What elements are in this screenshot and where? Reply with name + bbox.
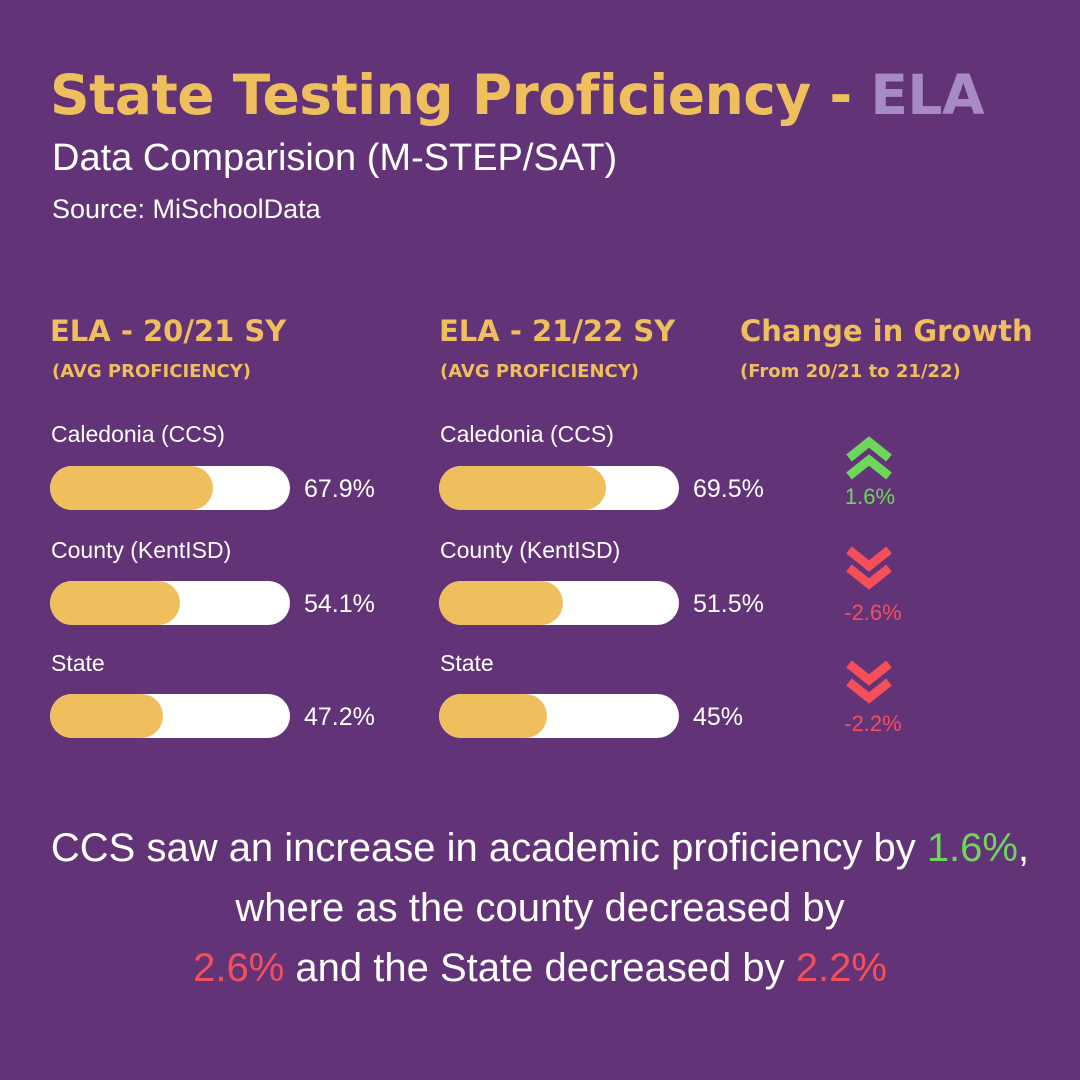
double-chevron-up-icon	[846, 436, 892, 480]
double-chevron-down-icon	[846, 660, 892, 704]
progress-bar-state-2122	[439, 694, 679, 738]
summary-value-county: 2.6%	[193, 946, 285, 990]
summary-part-1: CCS saw an increase in academic proficie…	[50, 826, 927, 870]
change-state: -2.2%	[844, 711, 902, 736]
progress-fill-state-2122	[439, 694, 547, 738]
row-label-state-2122: State	[440, 650, 494, 676]
summary-part-3: and the State decreased by	[284, 946, 796, 990]
column-subheading-2122: (AVG PROFICIENCY)	[440, 361, 639, 382]
progress-fill-county-2021	[50, 581, 180, 625]
percent-county-2122: 51.5%	[693, 590, 764, 618]
source-note: Source: MiSchoolData	[52, 194, 321, 224]
row-label-caledonia-2021: Caledonia (CCS)	[51, 421, 225, 447]
summary-value-state: 2.2%	[795, 946, 887, 990]
column-heading-2122: ELA - 21/22 SY	[439, 314, 676, 348]
row-label-state-2021: State	[51, 650, 105, 676]
progress-fill-caledonia-2122	[439, 466, 606, 510]
percent-state-2122: 45%	[693, 703, 744, 731]
summary-part-2: , where as the county decreased by	[235, 826, 1030, 930]
progress-fill-county-2122	[439, 581, 563, 625]
row-label-caledonia-2122: Caledonia (CCS)	[440, 421, 614, 447]
progress-bar-state-2021	[50, 694, 290, 738]
row-label-county-2021: County (KentISD)	[51, 537, 232, 563]
summary-value-ccs: 1.6%	[926, 826, 1018, 870]
double-chevron-down-icon	[846, 546, 892, 590]
progress-bar-county-2122	[439, 581, 679, 625]
progress-bar-caledonia-2021	[50, 466, 290, 510]
column-subheading-change: (From 20/21 to 21/22)	[740, 361, 961, 382]
title-main: State Testing Proficiency -	[50, 63, 871, 127]
row-label-county-2122: County (KentISD)	[440, 537, 621, 563]
column-heading-2021: ELA - 20/21 SY	[50, 314, 287, 348]
column-heading-change: Change in Growth	[740, 314, 1033, 348]
percent-caledonia-2021: 67.9%	[304, 475, 375, 503]
progress-fill-state-2021	[50, 694, 164, 738]
progress-bar-caledonia-2122	[439, 466, 679, 510]
page-title: State Testing Proficiency - ELA	[50, 62, 985, 128]
change-county: -2.6%	[844, 600, 902, 625]
percent-state-2021: 47.2%	[304, 703, 375, 731]
column-subheading-2021: (AVG PROFICIENCY)	[52, 361, 251, 382]
page-subtitle: Data Comparision (M-STEP/SAT)	[52, 137, 618, 179]
title-accent: ELA	[870, 63, 985, 127]
percent-caledonia-2122: 69.5%	[693, 475, 764, 503]
change-caledonia: 1.6%	[844, 484, 896, 509]
summary-text: CCS saw an increase in academic proficie…	[40, 818, 1040, 998]
progress-fill-caledonia-2021	[50, 466, 213, 510]
progress-bar-county-2021	[50, 581, 290, 625]
percent-county-2021: 54.1%	[304, 590, 375, 618]
